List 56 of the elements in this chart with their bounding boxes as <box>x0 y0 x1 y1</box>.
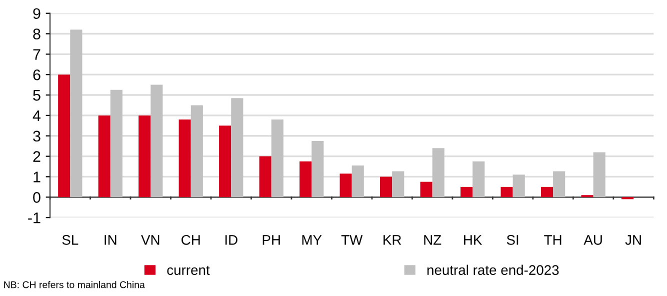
x-tick-label: PH <box>262 235 280 245</box>
bar <box>259 156 272 198</box>
bar <box>460 186 473 198</box>
bar <box>58 74 70 198</box>
legend-label: current <box>167 266 210 275</box>
bar <box>138 115 151 198</box>
bar <box>380 176 392 198</box>
bar <box>98 115 110 198</box>
bar <box>231 98 244 198</box>
bar <box>271 120 284 198</box>
bar <box>190 105 203 198</box>
x-tick-label: TH <box>544 235 562 245</box>
y-tick-label: 3 <box>33 130 40 142</box>
y-tick-label: 8 <box>33 28 40 40</box>
bar <box>420 182 432 198</box>
bar <box>70 30 82 198</box>
bar <box>432 148 444 198</box>
bar <box>150 84 163 198</box>
bar <box>178 120 191 198</box>
bar <box>219 126 232 198</box>
y-tick-label: 4 <box>32 110 41 121</box>
y-tick-label: -1 <box>28 212 40 224</box>
bar <box>512 174 525 198</box>
x-tick-label: IN <box>104 235 116 245</box>
bar <box>593 152 606 198</box>
y-tick-label: 5 <box>33 90 40 101</box>
x-tick-label: ID <box>225 235 238 245</box>
bar <box>500 186 513 198</box>
x-tick-label: SL <box>62 235 78 245</box>
bar <box>352 165 364 198</box>
bar <box>472 161 485 198</box>
y-tick-label: 1 <box>34 172 40 182</box>
bar <box>392 171 404 198</box>
y-tick-label: 0 <box>33 192 40 203</box>
bar <box>110 90 122 198</box>
x-tick-label: TW <box>341 235 363 245</box>
x-tick-label: NZ <box>424 235 442 245</box>
bar <box>540 186 554 198</box>
y-tick-label: 2 <box>33 151 40 162</box>
x-tick-label: AU <box>584 235 602 245</box>
bar <box>340 174 352 198</box>
text: NB: CH refers to mainland China <box>4 281 145 288</box>
y-tick-label: 9 <box>33 8 40 20</box>
legend-label: neutral rate end-2023 <box>427 264 559 275</box>
bar <box>553 171 566 198</box>
y-tick-label: 7 <box>33 49 40 60</box>
bar <box>300 161 312 198</box>
y-tick-label: 6 <box>33 69 40 80</box>
x-tick-label: JN <box>625 235 641 245</box>
x-tick-label: HK <box>464 235 482 245</box>
x-tick-label: CH <box>182 235 200 245</box>
x-tick-label: MY <box>302 235 322 245</box>
x-tick-label: VN <box>141 235 160 245</box>
bar <box>312 140 324 198</box>
x-tick-label: SI <box>506 235 518 245</box>
x-tick-label: KR <box>384 235 402 245</box>
